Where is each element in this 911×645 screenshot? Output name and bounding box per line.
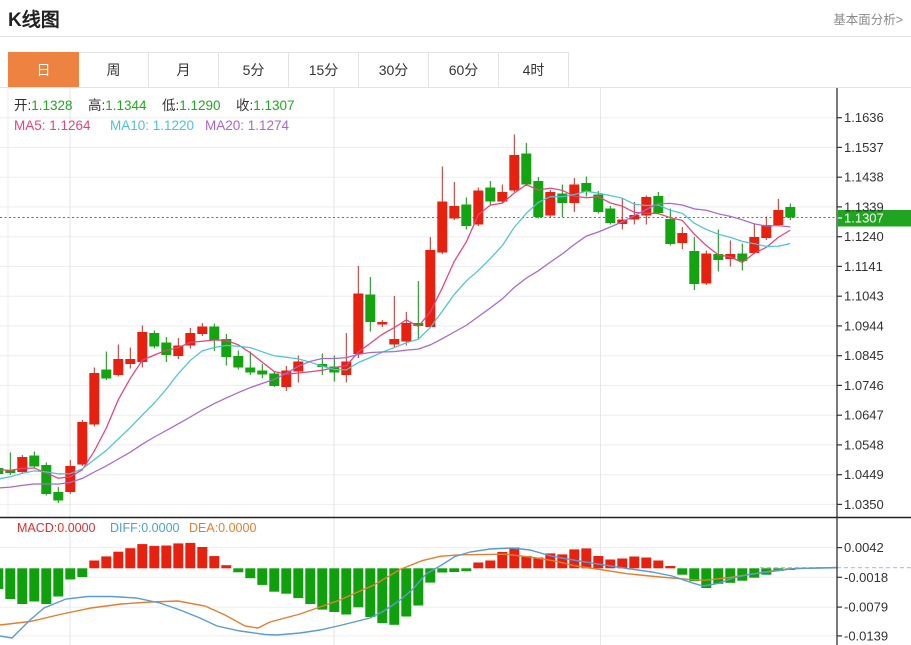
svg-text:低:1.1290: 低:1.1290	[162, 98, 221, 113]
svg-text:1.0449: 1.0449	[844, 467, 884, 482]
svg-text:-0.0079: -0.0079	[844, 600, 888, 615]
svg-text:MA20: 1.1274: MA20: 1.1274	[205, 118, 290, 133]
svg-text:收:1.1307: 收:1.1307	[236, 98, 295, 113]
svg-text:高:1.1344: 高:1.1344	[88, 97, 147, 113]
svg-text:开:1.1328: 开:1.1328	[14, 98, 73, 113]
svg-text:1.0350: 1.0350	[844, 497, 884, 512]
svg-text:1.0548: 1.0548	[844, 437, 884, 452]
svg-text:1.0647: 1.0647	[844, 408, 884, 423]
svg-text:MA10: 1.1220: MA10: 1.1220	[110, 118, 194, 133]
svg-text:1.1339: 1.1339	[844, 199, 884, 214]
svg-text:MACD:0.0000: MACD:0.0000	[17, 521, 96, 535]
svg-text:DIFF:0.0000: DIFF:0.0000	[110, 521, 180, 535]
svg-text:1.0944: 1.0944	[844, 318, 884, 333]
svg-text:1.1438: 1.1438	[844, 170, 884, 185]
svg-text:1.1636: 1.1636	[844, 110, 884, 125]
svg-text:1.1240: 1.1240	[844, 229, 884, 244]
svg-text:1.1141: 1.1141	[844, 259, 883, 274]
svg-text:1.0746: 1.0746	[844, 378, 884, 393]
svg-text:DEA:0.0000: DEA:0.0000	[189, 521, 256, 535]
svg-text:-0.0018: -0.0018	[844, 570, 888, 585]
svg-text:1.1537: 1.1537	[844, 140, 884, 155]
svg-text:1.1043: 1.1043	[844, 289, 884, 304]
svg-text:1.0845: 1.0845	[844, 348, 884, 363]
svg-text:MA5: 1.1264: MA5: 1.1264	[14, 118, 91, 133]
svg-text:0.0042: 0.0042	[844, 540, 884, 555]
svg-text:-0.0139: -0.0139	[844, 628, 888, 643]
svg-text:1.1307: 1.1307	[844, 211, 884, 226]
